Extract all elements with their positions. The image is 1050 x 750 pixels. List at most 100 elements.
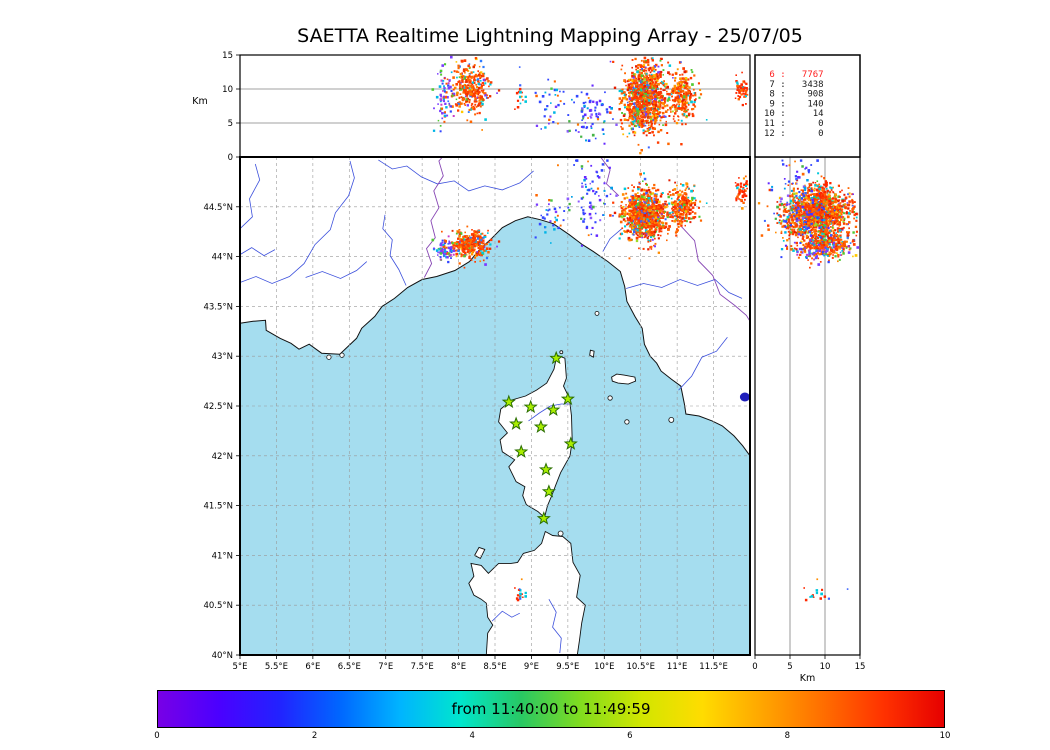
lightning-point <box>650 206 653 208</box>
lightning-point <box>644 235 647 237</box>
lightning-point <box>458 229 461 231</box>
lightning-point <box>458 105 461 108</box>
lightning-point <box>786 222 789 224</box>
lightning-point <box>796 187 799 190</box>
lightning-point <box>629 214 632 217</box>
lightning-point <box>631 222 633 225</box>
lightning-point <box>620 92 623 95</box>
lightning-point <box>674 200 676 202</box>
lightning-point <box>438 85 442 88</box>
lightning-point <box>656 73 659 76</box>
lightning-point <box>650 211 653 213</box>
lightning-point <box>457 71 460 73</box>
lightning-point <box>622 206 625 208</box>
lightning-point <box>626 80 629 83</box>
lightning-point <box>786 247 789 250</box>
lightning-point <box>819 232 822 235</box>
lightning-point <box>633 74 636 78</box>
lightning-point <box>684 81 687 84</box>
lightning-point <box>648 96 651 98</box>
lightning-point <box>689 221 692 224</box>
lightning-point <box>674 112 677 115</box>
lightning-point <box>439 130 442 133</box>
lightning-point <box>646 89 649 92</box>
lightning-point <box>656 141 660 144</box>
lightning-point <box>473 77 476 79</box>
lightning-point <box>638 235 641 238</box>
lightning-point <box>672 206 675 208</box>
lightning-point <box>450 105 452 108</box>
lightning-point <box>698 215 701 218</box>
lightning-point <box>450 257 452 259</box>
lightning-point <box>685 115 688 119</box>
lightning-point <box>813 198 816 201</box>
lightning-point <box>820 185 822 188</box>
lightning-point <box>697 206 700 209</box>
lightning-point <box>655 230 658 233</box>
lightning-point <box>471 91 473 93</box>
lightning-point <box>474 92 476 94</box>
lightning-point <box>812 211 816 215</box>
lightning-point <box>473 64 476 66</box>
lightning-point <box>437 103 439 105</box>
lightning-point <box>685 80 688 82</box>
lightning-point <box>477 73 481 77</box>
lightning-scatter <box>431 55 859 602</box>
lightning-point <box>672 201 675 203</box>
lightning-point <box>672 118 675 120</box>
lightning-point <box>810 240 813 242</box>
lightning-point <box>818 253 821 256</box>
lightning-point <box>443 120 446 123</box>
lightning-point <box>461 254 463 256</box>
lightning-point <box>458 252 461 255</box>
lightning-point <box>646 130 648 133</box>
lightning-point <box>497 240 501 243</box>
river <box>239 247 276 257</box>
lightning-point <box>666 132 669 134</box>
river <box>678 337 728 391</box>
lightning-point <box>805 222 808 225</box>
lightning-point <box>665 205 668 209</box>
lightning-point <box>465 238 468 241</box>
lightning-point <box>835 235 838 238</box>
lightning-point <box>811 229 813 231</box>
lightning-point <box>794 199 796 202</box>
lightning-point <box>484 263 487 266</box>
lightning-point <box>791 247 794 250</box>
lightning-point <box>653 90 656 93</box>
lightning-point <box>469 73 471 75</box>
lightning-point <box>653 114 656 117</box>
lightning-point <box>838 199 841 202</box>
lightning-point <box>632 108 634 110</box>
lightning-point <box>791 218 794 221</box>
lightning-point <box>651 220 654 223</box>
lightning-point <box>473 75 476 78</box>
lightning-point <box>620 204 622 207</box>
lightning-point <box>667 71 670 74</box>
lightning-point <box>841 208 844 211</box>
lightning-point <box>672 208 675 211</box>
lightning-point <box>814 226 817 229</box>
lightning-point <box>643 200 646 203</box>
lightning-point <box>628 205 631 208</box>
lightning-point <box>458 76 461 78</box>
lightning-point <box>679 98 681 101</box>
lightning-point <box>659 215 661 217</box>
lightning-point <box>817 234 820 237</box>
lightning-point <box>681 109 683 111</box>
lightning-point <box>830 238 833 242</box>
lightning-point <box>835 239 837 242</box>
lightning-point <box>646 220 650 224</box>
lightning-point <box>628 201 632 205</box>
lightning-point <box>653 101 656 105</box>
lightning-point <box>643 85 647 88</box>
lightning-point <box>478 253 481 256</box>
lightning-point <box>789 206 792 208</box>
lightning-point <box>802 218 804 221</box>
lightning-point <box>806 217 809 220</box>
lightning-point <box>624 81 627 83</box>
lightning-point <box>643 121 645 124</box>
lightning-point <box>632 87 635 90</box>
lightning-point <box>815 203 819 207</box>
lightning-point <box>647 240 650 243</box>
